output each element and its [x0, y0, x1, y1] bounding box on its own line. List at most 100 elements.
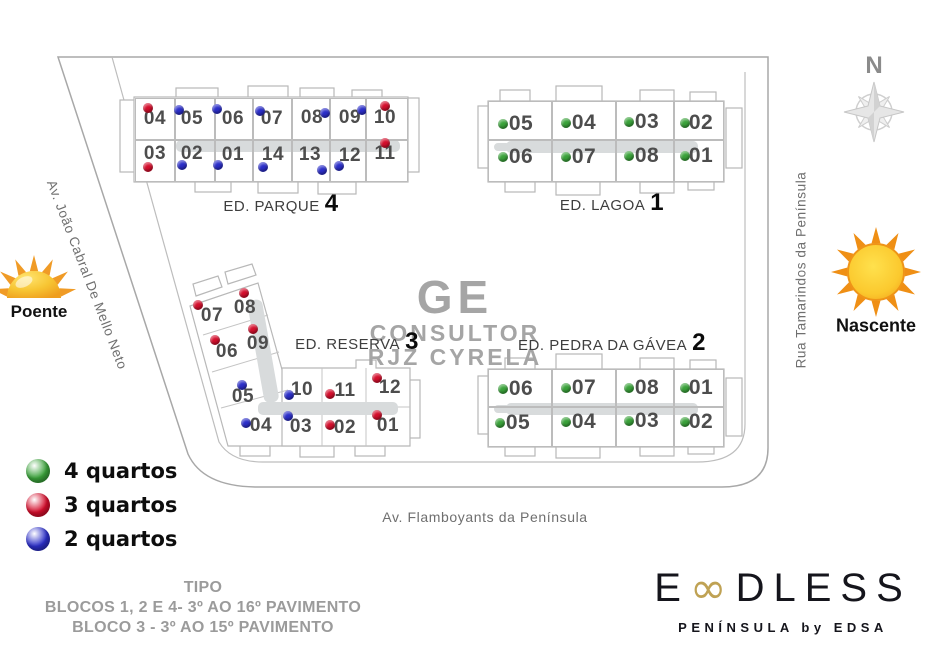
brand-logo: E∞DLESS PENÍNSULA by EDSA: [654, 563, 912, 635]
sun-ray: [871, 227, 881, 244]
unit-number-pedra-07: 07: [571, 376, 597, 399]
unit-cell-parque-13: [292, 140, 330, 182]
brand-logo-wordmark: E∞DLESS: [654, 563, 912, 614]
unit-number-pedra-02: 02: [688, 410, 714, 433]
unit-dot-reserva-06: [210, 335, 220, 345]
unit-number-parque-05: 05: [180, 108, 204, 129]
block-number-lagoa: 1: [650, 189, 665, 216]
unit-cell-parque-05: [175, 98, 215, 140]
legend-ball-icon: [26, 459, 50, 483]
unit-cell-pedra-03: [616, 407, 674, 447]
building-label-parque: ED. PARQUE 4: [223, 190, 339, 217]
sun-ray: [0, 271, 16, 285]
sun-ray: [29, 255, 39, 272]
unit-cell-parque-06: [215, 98, 253, 140]
type-info-title: TIPO: [183, 579, 223, 596]
unit-cell-pedra-01: [674, 369, 724, 407]
unit-cell-lagoa-05: [488, 101, 552, 140]
unit-dot-parque-12: [334, 161, 344, 171]
unit-dot-lagoa-04: [561, 118, 571, 128]
unit-cell-pedra-06: [488, 369, 552, 407]
unit-number-parque-10: 10: [373, 107, 397, 128]
unit-dot-pedra-02: [680, 417, 690, 427]
sun-ray: [886, 233, 899, 250]
sun-ray: [15, 259, 27, 276]
sunset-poente-icon: [0, 255, 77, 298]
unit-dot-lagoa-01: [680, 151, 690, 161]
unit-number-parque-12: 12: [338, 145, 362, 166]
sun-west-label: Poente: [10, 302, 68, 321]
street-label-south: Av. Flamboyants da Península: [382, 509, 588, 525]
unit-dot-lagoa-06: [498, 152, 508, 162]
sun-ray: [52, 271, 68, 285]
unit-dot-reserva-02: [325, 420, 335, 430]
unit-cell-pedra-04: [552, 407, 616, 447]
unit-number-reserva-02: 02: [333, 417, 357, 438]
unit-dot-lagoa-02: [680, 118, 690, 128]
unit-number-reserva-04: 04: [249, 415, 273, 436]
unit-number-lagoa-04: 04: [571, 111, 597, 134]
unit-cell-parque-14: [253, 140, 292, 182]
sun-east-label: Nascente: [835, 315, 917, 336]
unit-number-reserva-03: 03: [289, 416, 313, 437]
unit-number-pedra-08: 08: [634, 376, 660, 399]
unit-dot-reserva-04: [241, 418, 251, 428]
sun-ray: [837, 249, 854, 262]
unit-cell-lagoa-07: [552, 140, 616, 182]
unit-number-reserva-06: 06: [215, 341, 239, 362]
unit-dot-pedra-08: [624, 383, 634, 393]
unit-number-lagoa-07: 07: [571, 145, 597, 168]
unit-cell-parque-08: [292, 98, 330, 140]
unit-dot-parque-11: [380, 138, 390, 148]
unit-dot-parque-09: [357, 105, 367, 115]
type-info: TIPO BLOCOS 1, 2 E 4- 3º AO 16º PAVIMENT…: [45, 578, 361, 638]
unit-dot-reserva-12: [372, 373, 382, 383]
unit-dot-reserva-10: [284, 390, 294, 400]
unit-number-parque-02: 02: [180, 143, 204, 164]
sun-ray: [904, 267, 921, 277]
building-label-reserva: ED. RESERVA 3: [295, 328, 419, 355]
unit-number-reserva-12: 12: [378, 377, 402, 398]
sun-ray: [837, 282, 854, 295]
legend-ball-icon: [26, 527, 50, 551]
unit-dot-lagoa-03: [624, 117, 634, 127]
sun-ray: [41, 259, 53, 276]
unit-dot-parque-13: [317, 165, 327, 175]
unit-number-parque-09: 09: [338, 107, 362, 128]
building-label-pedra: ED. PEDRA DA GÁVEA 2: [518, 329, 706, 356]
legend-item-4-quartos: 4 quartos: [26, 454, 177, 488]
sun-ray: [871, 300, 881, 317]
legend-label: 4 quartos: [64, 459, 178, 483]
unit-number-parque-01: 01: [221, 144, 245, 165]
unit-dot-pedra-06: [498, 384, 508, 394]
unit-number-reserva-09: 09: [246, 333, 270, 354]
unit-number-reserva-01: 01: [376, 415, 400, 436]
legend: 4 quartos 3 quartos 2 quartos: [26, 454, 177, 556]
unit-cell-parque-04: [135, 98, 175, 140]
unit-dot-parque-04: [143, 103, 153, 113]
unit-dot-parque-05: [174, 105, 184, 115]
unit-number-reserva-08: 08: [233, 297, 257, 318]
unit-cell-lagoa-02: [674, 101, 724, 140]
sun-ray: [0, 288, 9, 297]
compass-rose-icon: [843, 81, 905, 143]
street-label-east: Rua Tamarindos da Península: [793, 171, 809, 369]
unit-number-pedra-05: 05: [505, 411, 531, 434]
unit-number-parque-13: 13: [298, 144, 322, 165]
unit-cell-pedra-07: [552, 369, 616, 407]
unit-cell-parque-09: [330, 98, 366, 140]
brand-logo-subtitle: PENÍNSULA by EDSA: [678, 620, 888, 635]
unit-dot-parque-14: [258, 162, 268, 172]
unit-dot-lagoa-08: [624, 151, 634, 161]
sun-ray: [59, 288, 77, 297]
unit-dot-parque-01: [213, 160, 223, 170]
unit-number-lagoa-02: 02: [688, 111, 714, 134]
unit-number-pedra-04: 04: [571, 410, 597, 433]
sun-ray: [898, 282, 915, 295]
unit-number-lagoa-01: 01: [688, 144, 714, 167]
unit-number-parque-03: 03: [143, 143, 167, 164]
unit-cell-parque-12: [330, 140, 366, 182]
building-label-lagoa: ED. LAGOA 1: [559, 189, 665, 216]
unit-dot-parque-07: [255, 106, 265, 116]
